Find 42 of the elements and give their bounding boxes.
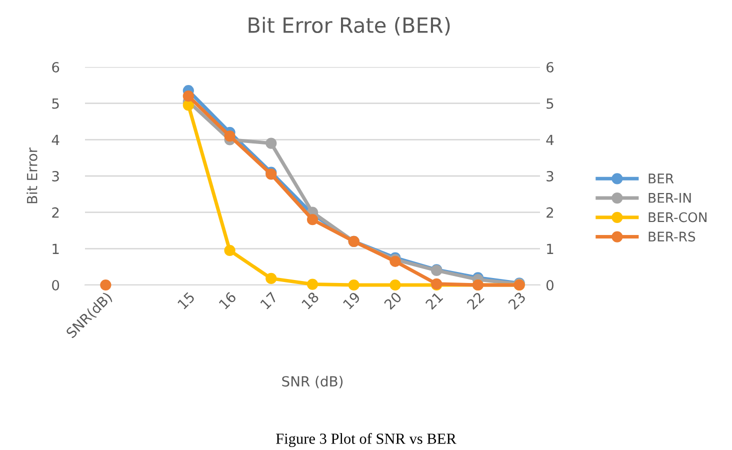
y-tick-label: 6 — [52, 62, 60, 72]
y2-tick-label: 1 — [547, 244, 554, 254]
point — [266, 138, 277, 149]
legend-label: BER-RS — [648, 232, 696, 242]
point — [266, 272, 277, 284]
x-tick-label: 17 — [260, 292, 278, 310]
point — [224, 130, 236, 142]
y-tick-label: 2 — [52, 207, 59, 218]
y2-tick-label: 3 — [546, 170, 554, 182]
y-axis-title: Bit Error — [26, 147, 38, 204]
point — [348, 279, 360, 291]
legend-label: BER — [648, 174, 674, 184]
point — [182, 90, 194, 102]
y-tick-label: 3 — [52, 170, 59, 182]
y-tick-label: 4 — [52, 134, 60, 145]
x-tick-label: 18 — [301, 291, 320, 310]
point — [390, 279, 401, 291]
point — [100, 279, 112, 291]
y-tick-label: 5 — [52, 98, 59, 109]
point — [182, 100, 194, 111]
chart-title: Bit Error Rate (BER) — [248, 16, 450, 36]
legend-label: BER-CON — [648, 212, 706, 222]
point — [306, 214, 318, 226]
x-tick-label: 23 — [508, 292, 526, 310]
x-axis-title: SNR (dB) — [282, 376, 343, 388]
x-tick-label: 21 — [424, 292, 444, 310]
point — [306, 278, 318, 290]
y-tick-label: 0 — [52, 280, 60, 290]
x-tick-label: 15 — [177, 292, 196, 310]
x-tick-label: 22 — [466, 292, 484, 310]
y2-tick-label: 2 — [546, 207, 553, 218]
legend-label: BER-IN — [648, 193, 691, 203]
y2-tick-label: 0 — [546, 280, 554, 290]
y2-tick-label: 6 — [546, 62, 554, 72]
x-tick-label: 19 — [342, 291, 361, 310]
x-tick-label: 20 — [384, 291, 402, 310]
x-tick-label: 16 — [218, 291, 237, 310]
y2-tick-label: 4 — [546, 134, 554, 145]
point — [224, 244, 236, 256]
caption: Figure 3 Plot of SNR vs BER — [276, 432, 456, 448]
y-tick-label: 1 — [52, 244, 59, 254]
y2-tick-label: 5 — [546, 98, 554, 109]
